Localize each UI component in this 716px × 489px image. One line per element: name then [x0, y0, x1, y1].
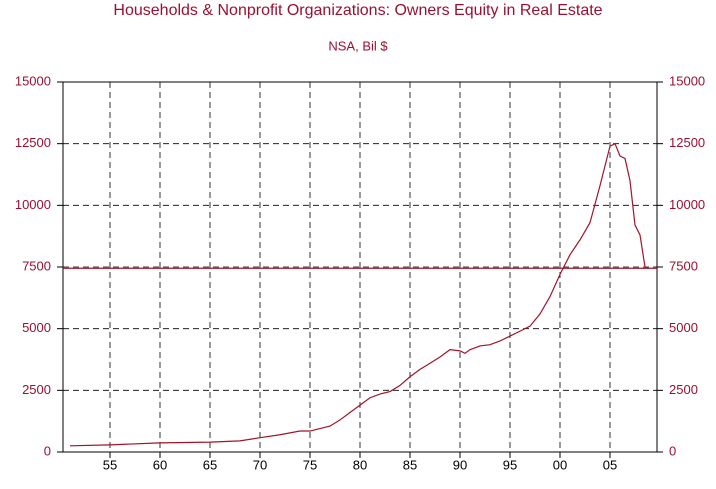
x-tick-label: 70 [253, 457, 267, 472]
y-tick-label: 5000 [22, 320, 51, 335]
chart-subtitle: NSA, Bil $ [328, 38, 388, 53]
x-tick-label: 90 [453, 457, 467, 472]
y2-tick-label: 2500 [669, 382, 698, 397]
y-tick-label: 12500 [15, 135, 51, 150]
y-tick-label: 10000 [15, 197, 51, 212]
data-line [69, 142, 649, 447]
y2-tick-label: 15000 [669, 73, 705, 88]
x-tick-label: 80 [353, 457, 367, 472]
chart-title: Households & Nonprofit Organizations: Ow… [113, 2, 602, 19]
x-tick-label: 85 [403, 457, 417, 472]
x-tick-label: 55 [103, 457, 117, 472]
y2-tick-label: 0 [669, 443, 676, 458]
y2-tick-label: 7500 [669, 258, 698, 273]
x-tick-label: 95 [503, 457, 517, 472]
x-tick-label: 75 [303, 457, 317, 472]
y-tick-label: 7500 [22, 258, 51, 273]
x-tick-label: 05 [603, 457, 617, 472]
y-tick-label: 2500 [22, 382, 51, 397]
y2-tick-label: 5000 [669, 320, 698, 335]
y2-tick-label: 10000 [669, 197, 705, 212]
y-tick-label: 0 [44, 443, 51, 458]
x-tick-label: 65 [203, 457, 217, 472]
y-tick-label: 15000 [15, 73, 51, 88]
y2-tick-label: 12500 [669, 135, 705, 150]
x-tick-label: 60 [153, 457, 167, 472]
x-tick-label: 00 [553, 457, 567, 472]
